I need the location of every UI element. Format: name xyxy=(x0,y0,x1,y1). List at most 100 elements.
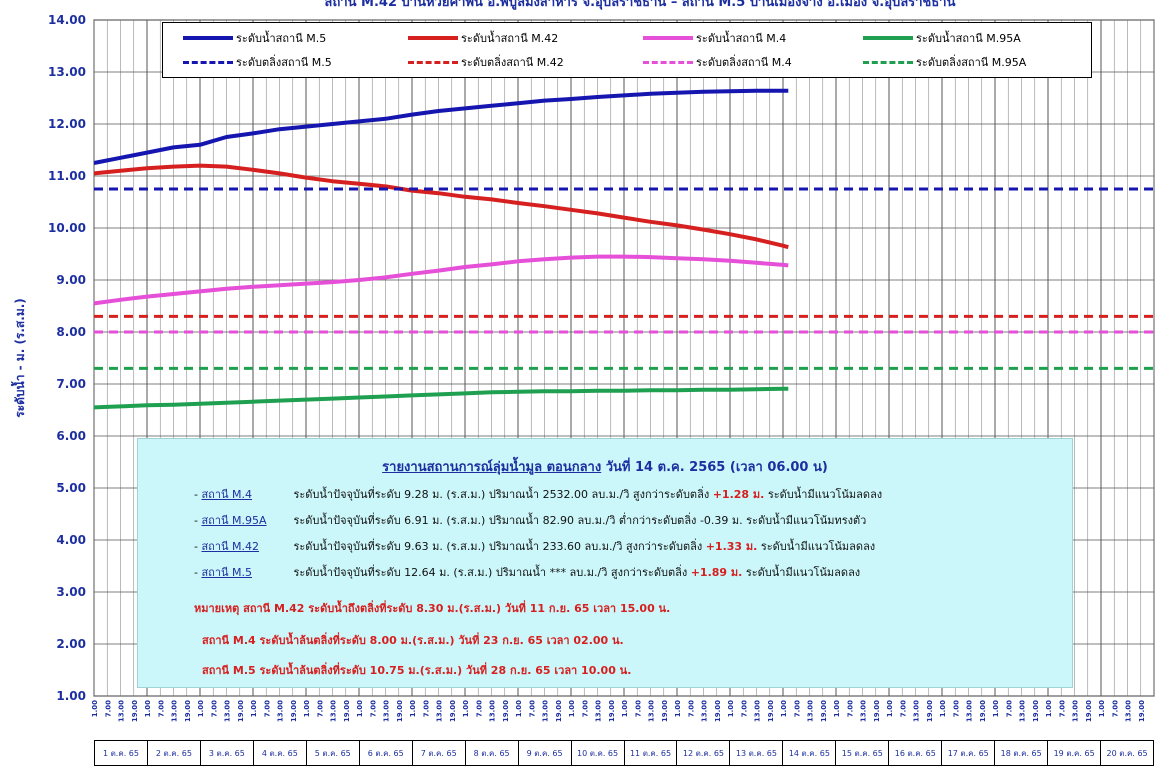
report-note: สถานี M.5 ระดับน้ำล้นตลิ่งที่ระดับ 10.75… xyxy=(202,664,632,677)
report-note: สถานี M.4 ระดับน้ำล้นตลิ่งที่ระดับ 8.00 … xyxy=(202,634,624,647)
y-tick-label: 9.00 xyxy=(56,273,86,287)
date-cell: 6 ต.ค. 65 xyxy=(359,740,413,766)
y-tick-label: 3.00 xyxy=(56,585,86,599)
x-tick-label: 7.00 xyxy=(581,700,589,717)
bank-diff-value: +1.89 ม. xyxy=(690,566,743,579)
x-tick-label: 19.00 xyxy=(502,700,510,722)
x-tick-label: 13.00 xyxy=(648,700,656,722)
x-tick-label: 7.00 xyxy=(1111,700,1119,717)
x-tick-label: 13.00 xyxy=(1072,700,1080,722)
x-tick-label: 13.00 xyxy=(966,700,974,722)
x-tick-label: 7.00 xyxy=(369,700,377,717)
series-line-4 xyxy=(93,386,789,410)
legend-swatch xyxy=(863,36,913,40)
x-tick-label: 13.00 xyxy=(754,700,762,722)
date-cell: 4 ต.ค. 65 xyxy=(253,740,307,766)
station-link[interactable]: สถานี M.42 xyxy=(201,540,260,553)
legend-item: ระดับตลิ่งสถานี M.95A xyxy=(863,53,1026,71)
series-layer xyxy=(93,88,1154,410)
x-tick-label: 19.00 xyxy=(608,700,616,722)
report-title-main: รายงานสถานการณ์ลุ่มน้ำมูล ตอนกลาง xyxy=(382,460,602,475)
x-tick-label: 7.00 xyxy=(422,700,430,717)
report-row: - สถานี M.42 ระดับน้ำปัจจุบันที่ระดับ 9.6… xyxy=(194,537,875,555)
legend-swatch xyxy=(183,60,233,64)
series-line-1 xyxy=(93,88,789,165)
legend-swatch xyxy=(643,36,693,40)
date-cell: 7 ต.ค. 65 xyxy=(412,740,466,766)
x-tick-label: 13.00 xyxy=(224,700,232,722)
x-tick-label: 1.00 xyxy=(91,700,99,717)
x-tick-label: 19.00 xyxy=(184,700,192,722)
x-tick-label: 19.00 xyxy=(767,700,775,722)
date-cell: 17 ต.ค. 65 xyxy=(942,740,996,766)
date-cell: 9 ต.ค. 65 xyxy=(518,740,572,766)
station-level-text: ระดับน้ำปัจจุบันที่ระดับ 9.63 ม. (ร.ส.ม.… xyxy=(293,540,706,553)
legend-item: ระดับน้ำสถานี M.95A xyxy=(863,29,1021,47)
report-row: - สถานี M.95A ระดับน้ำปัจจุบันที่ระดับ 6.… xyxy=(194,511,866,529)
x-tick-label: 1.00 xyxy=(568,700,576,717)
x-tick-label: 13.00 xyxy=(277,700,285,722)
x-tick-label: 19.00 xyxy=(979,700,987,722)
x-tick-label: 1.00 xyxy=(674,700,682,717)
legend-label: ระดับน้ำสถานี M.4 xyxy=(696,32,787,45)
x-tick-label: 7.00 xyxy=(528,700,536,717)
trend-text: ระดับน้ำมีแนวโน้มลดลง xyxy=(757,540,876,553)
legend-item: ระดับตลิ่งสถานี M.4 xyxy=(643,53,792,71)
report-note: หมายเหตุ สถานี M.42 ระดับน้ำถึงตลิ่งที่ร… xyxy=(194,602,671,615)
x-tick-label: 1.00 xyxy=(992,700,1000,717)
x-tick-label: 1.00 xyxy=(356,700,364,717)
date-cell: 5 ต.ค. 65 xyxy=(306,740,360,766)
report-title: รายงานสถานการณ์ลุ่มน้ำมูล ตอนกลาง วันที่… xyxy=(138,456,1072,477)
x-tick-label: 1.00 xyxy=(621,700,629,717)
y-tick-labels: 1.00 2.00 3.00 4.00 5.00 6.00 7.00 8.00 9.00 10.0… xyxy=(48,13,86,703)
x-tick-label: 19.00 xyxy=(237,700,245,722)
date-cell: 13 ต.ค. 65 xyxy=(730,740,784,766)
chart-title: สถานี M.42 บ้านห้วยคำพัน อ.พิบูลมังสาหาร… xyxy=(325,0,956,10)
chart-legend: ระดับน้ำสถานี M.5 ระดับน้ำสถานี M.42 ระดับ… xyxy=(162,22,1092,78)
x-tick-label: 19.00 xyxy=(1032,700,1040,722)
x-tick-label: 1.00 xyxy=(780,700,788,717)
x-tick-label: 7.00 xyxy=(899,700,907,717)
y-tick-label: 6.00 xyxy=(56,429,86,443)
report-title-date: วันที่ 14 ต.ค. 2565 (เวลา 06.00 น) xyxy=(601,460,828,475)
bank-diff-value: +1.28 ม. xyxy=(712,488,765,501)
legend-item: ระดับน้ำสถานี M.42 xyxy=(408,29,558,47)
x-tick-label: 19.00 xyxy=(926,700,934,722)
x-tick-label: 13.00 xyxy=(1019,700,1027,722)
x-tick-label: 13.00 xyxy=(913,700,921,722)
x-tick-label: 7.00 xyxy=(740,700,748,717)
legend-item: ระดับตลิ่งสถานี M.42 xyxy=(408,53,564,71)
date-cell: 12 ต.ค. 65 xyxy=(677,740,731,766)
date-cell: 10 ต.ค. 65 xyxy=(571,740,625,766)
x-tick-label: 1.00 xyxy=(250,700,258,717)
date-cell: 14 ต.ค. 65 xyxy=(783,740,837,766)
x-tick-label: 7.00 xyxy=(1058,700,1066,717)
station-link[interactable]: สถานี M.4 xyxy=(201,488,253,501)
y-tick-label: 5.00 xyxy=(56,481,86,495)
y-tick-label: 7.00 xyxy=(56,377,86,391)
x-tick-label: 1.00 xyxy=(1098,700,1106,717)
legend-label: ระดับตลิ่งสถานี M.42 xyxy=(461,56,564,69)
legend-swatch xyxy=(408,36,458,40)
x-tick-label: 19.00 xyxy=(290,700,298,722)
legend-swatch xyxy=(183,36,233,40)
x-tick-label: 13.00 xyxy=(436,700,444,722)
x-tick-label: 13.00 xyxy=(383,700,391,722)
report-row: - สถานี M.5 ระดับน้ำปัจจุบันที่ระดับ 12.6… xyxy=(194,563,860,581)
x-tick-label: 19.00 xyxy=(661,700,669,722)
trend-text: ระดับน้ำมีแนวโน้มลดลง xyxy=(764,488,883,501)
legend-label: ระดับตลิ่งสถานี M.95A xyxy=(916,56,1027,69)
station-link[interactable]: สถานี M.95A xyxy=(201,514,267,527)
legend-label: ระดับตลิ่งสถานี M.4 xyxy=(696,56,792,69)
x-tick-label: 7.00 xyxy=(316,700,324,717)
x-tick-label: 13.00 xyxy=(171,700,179,722)
date-cell: 19 ต.ค. 65 xyxy=(1048,740,1102,766)
legend-label: ระดับน้ำสถานี M.95A xyxy=(916,32,1021,45)
x-tick-label: 13.00 xyxy=(330,700,338,722)
x-tick-label: 7.00 xyxy=(263,700,271,717)
y-tick-label: 2.00 xyxy=(56,637,86,651)
legend-item: ระดับตลิ่งสถานี M.5 xyxy=(183,53,332,71)
date-cell: 15 ต.ค. 65 xyxy=(836,740,890,766)
station-link[interactable]: สถานี M.5 xyxy=(201,566,253,579)
row-bullet: - xyxy=(194,488,202,501)
